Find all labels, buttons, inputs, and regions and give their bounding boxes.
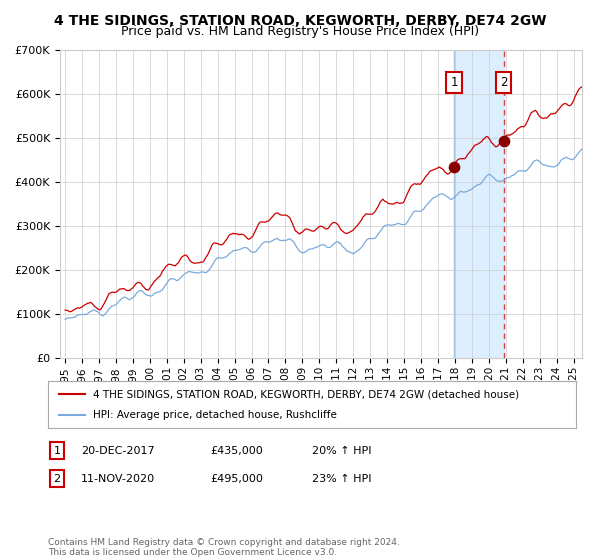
- Text: 2: 2: [53, 474, 61, 484]
- Text: 4 THE SIDINGS, STATION ROAD, KEGWORTH, DERBY, DE74 2GW: 4 THE SIDINGS, STATION ROAD, KEGWORTH, D…: [54, 14, 546, 28]
- Text: HPI: Average price, detached house, Rushcliffe: HPI: Average price, detached house, Rush…: [93, 410, 337, 420]
- Text: 1: 1: [53, 446, 61, 456]
- Point: [449, 162, 459, 171]
- Text: 2: 2: [500, 76, 507, 89]
- Text: 1: 1: [451, 76, 458, 89]
- Text: 4 THE SIDINGS, STATION ROAD, KEGWORTH, DERBY, DE74 2GW (detached house): 4 THE SIDINGS, STATION ROAD, KEGWORTH, D…: [93, 389, 519, 399]
- Text: Price paid vs. HM Land Registry's House Price Index (HPI): Price paid vs. HM Land Registry's House …: [121, 25, 479, 38]
- Text: 20-DEC-2017: 20-DEC-2017: [81, 446, 155, 456]
- Text: Contains HM Land Registry data © Crown copyright and database right 2024.
This d: Contains HM Land Registry data © Crown c…: [48, 538, 400, 557]
- Text: 11-NOV-2020: 11-NOV-2020: [81, 474, 155, 484]
- Bar: [454, 50, 503, 358]
- Text: £495,000: £495,000: [210, 474, 263, 484]
- Point: [499, 136, 508, 145]
- Text: 20% ↑ HPI: 20% ↑ HPI: [312, 446, 371, 456]
- Text: 23% ↑ HPI: 23% ↑ HPI: [312, 474, 371, 484]
- Text: £435,000: £435,000: [210, 446, 263, 456]
